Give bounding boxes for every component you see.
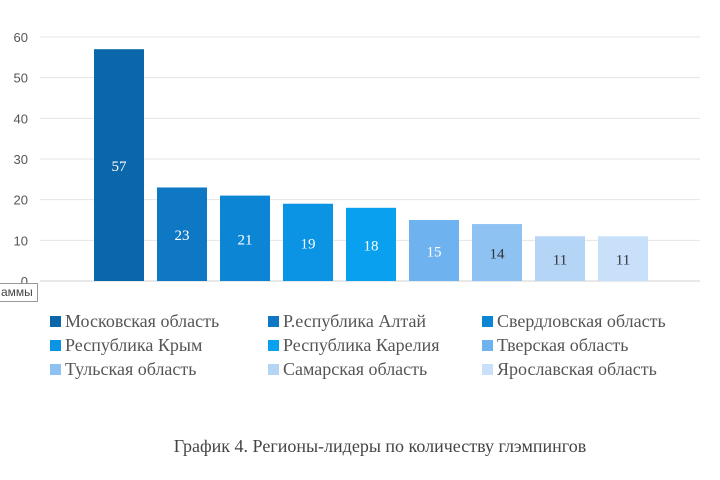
legend-label: Ярославская область xyxy=(497,358,657,379)
legend-swatch xyxy=(50,363,61,375)
figure-caption: График 4. Регионы-лидеры по количеству г… xyxy=(173,436,587,456)
data-label: 21 xyxy=(238,232,253,248)
legend-swatch xyxy=(482,363,493,375)
legend-item: Ярославская область xyxy=(482,358,702,380)
y-tick-label: 30 xyxy=(14,152,28,167)
legend-swatch xyxy=(482,315,493,327)
legend-label: Республика Крым xyxy=(65,334,203,355)
data-label: 18 xyxy=(364,238,379,254)
chart-area-tooltip: аммы xyxy=(0,283,38,302)
data-label: 57 xyxy=(112,159,128,175)
legend-label: Московская область xyxy=(65,310,220,331)
bar xyxy=(472,224,522,281)
y-tick-label: 10 xyxy=(14,233,28,248)
bar xyxy=(535,236,585,281)
data-label: 23 xyxy=(175,228,190,244)
legend-item: Р.еспублика Алтай xyxy=(268,310,482,332)
bar-chart: 0 10 20 30 40 50 60 57 23 21 19 18 15 14 11 11 xyxy=(14,30,700,289)
bar xyxy=(283,203,333,281)
legend-item: Тверская область xyxy=(482,334,702,356)
legend-label: Р.еспублика Алтай xyxy=(283,310,427,331)
legend-label: Республика Карелия xyxy=(283,334,440,355)
legend-item: Свердловская область xyxy=(482,310,702,332)
bar xyxy=(409,220,459,281)
bar xyxy=(346,207,396,281)
data-label: 11 xyxy=(616,253,630,269)
legend-swatch xyxy=(50,339,61,351)
legend-item: Московская область xyxy=(50,310,268,332)
y-tick-label: 0 xyxy=(21,274,28,289)
legend-swatch xyxy=(50,315,61,327)
legend-item: Тульская область xyxy=(50,358,268,380)
bar xyxy=(598,236,648,281)
legend-swatch xyxy=(482,339,493,351)
data-label: 14 xyxy=(490,247,506,263)
bar xyxy=(157,187,207,281)
legend: Московская область Р.еспублика Алтай Сверд… xyxy=(50,310,702,380)
y-tick-label: 50 xyxy=(14,71,28,86)
legend-item: Республика Крым xyxy=(50,334,268,356)
bar xyxy=(94,49,144,282)
bar xyxy=(220,195,270,281)
legend-swatch xyxy=(268,363,279,375)
y-tick-label: 40 xyxy=(14,111,28,126)
legend-item: Республика Карелия xyxy=(268,334,482,356)
data-label: 11 xyxy=(553,253,567,269)
legend-label: Тульская область xyxy=(65,358,197,379)
y-tick-label: 60 xyxy=(14,30,28,45)
legend-item: Самарская область xyxy=(268,358,482,380)
legend-label: Тверская область xyxy=(497,334,629,355)
legend-label: Самарская область xyxy=(283,358,428,379)
data-label: 15 xyxy=(427,245,442,261)
legend-swatch xyxy=(268,339,279,351)
legend-swatch xyxy=(268,315,279,327)
legend-label: Свердловская область xyxy=(497,310,666,331)
data-label: 19 xyxy=(301,236,316,252)
y-tick-label: 20 xyxy=(14,193,28,208)
